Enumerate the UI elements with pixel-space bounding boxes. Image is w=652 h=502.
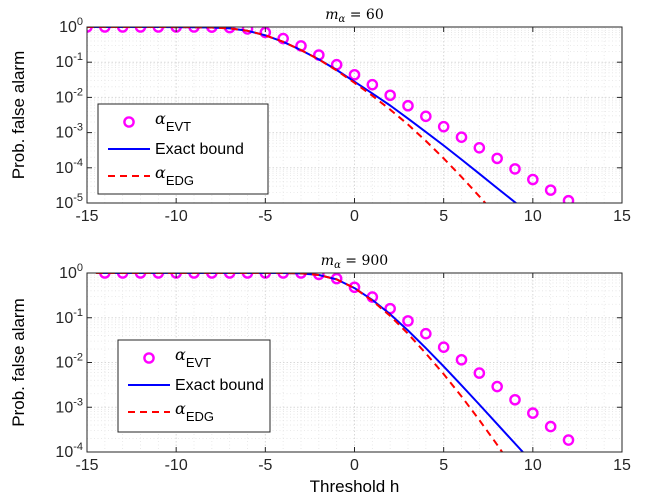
bottom-panel: -15 -10 -5 0 5 10 15 100 10-1 10-2 10-3 10-4 mα = 90… [9, 253, 631, 496]
legend-marker [123, 116, 135, 128]
y-tick-label: 10-4 [55, 441, 83, 461]
x-tick-label: 0 [350, 457, 359, 474]
y-tick-label: 100 [59, 16, 83, 36]
series-0-marker [295, 273, 307, 279]
series-0-marker [241, 273, 254, 279]
x-tick-label: -15 [75, 457, 98, 474]
x-axis-label: Threshold h [310, 477, 400, 496]
legend-label: Exact bound [155, 141, 244, 158]
series-group [95, 273, 575, 452]
series-0-marker [366, 78, 379, 91]
grid [86, 27, 623, 204]
series-0-marker [99, 273, 111, 279]
series-0-marker [420, 110, 432, 123]
y-tick-label: 10-1 [55, 307, 83, 327]
series-0-marker [348, 68, 361, 81]
y-tick-label: 10-2 [55, 352, 83, 372]
series-0-marker [491, 152, 503, 165]
series-0-marker [544, 420, 557, 433]
series-0-marker [562, 194, 575, 203]
y-axis-label: Prob. false alarm [9, 298, 28, 427]
series-0-marker [437, 341, 450, 353]
x-tick-label: 5 [439, 457, 448, 474]
y-tick-label: 100 [59, 262, 83, 282]
series-0-marker [99, 27, 111, 33]
legend-label: αEVT [175, 345, 211, 370]
legend-marker [143, 352, 155, 364]
x-tick-label: 15 [613, 208, 631, 225]
series-group [87, 27, 575, 203]
x-tick-label: -15 [75, 208, 98, 225]
y-tick-label: 10-3 [55, 396, 83, 416]
panel-title: mα = 60 [325, 7, 384, 25]
x-tick-label: -5 [258, 208, 272, 225]
legend-label: αEVT [155, 109, 191, 134]
x-tick-label: 0 [350, 208, 359, 225]
y-tick-label: 10-5 [55, 192, 83, 212]
series-0-marker [437, 120, 450, 133]
legend-label: αEDG [155, 163, 194, 188]
series-0-marker [152, 27, 165, 33]
series-0-marker [455, 353, 468, 366]
series-0-marker [402, 315, 414, 327]
y-tick-label: 10-3 [55, 122, 83, 142]
x-tick-label: 15 [613, 457, 631, 474]
series-0-marker [348, 281, 361, 294]
x-tick-label: 5 [439, 208, 448, 225]
top-panel: -15 -10 -5 0 5 10 15 100 10-1 10-2 10-3 10-4 10-5 mα … [9, 7, 631, 225]
series-0-marker [527, 407, 539, 419]
series-2-line [87, 27, 515, 203]
series-0-marker [455, 131, 468, 144]
series-1-line [87, 27, 556, 203]
series-0-marker [402, 99, 414, 112]
series-0-marker [188, 273, 200, 279]
y-axis-label: Prob. false alarm [9, 51, 28, 180]
series-0-marker [116, 27, 129, 33]
legend-label: αEDG [175, 399, 214, 424]
x-tick-label: 10 [524, 208, 542, 225]
legend: αEVT Exact bound αEDG [117, 339, 271, 433]
series-0-marker [223, 273, 236, 279]
panel-title: mα = 900 [321, 253, 388, 271]
series-0-marker [277, 273, 289, 279]
series-0-marker [420, 327, 432, 340]
series-0-marker [206, 273, 218, 279]
y-tick-label: 10-4 [55, 157, 83, 177]
series-0-marker [509, 163, 521, 175]
series-1-line [95, 273, 573, 452]
series-0-marker [134, 27, 147, 33]
legend-label: Exact bound [175, 377, 264, 394]
x-tick-label: 10 [524, 457, 542, 474]
series-2-line [95, 273, 524, 452]
series-0-marker [188, 27, 200, 33]
x-tick-label: -5 [258, 457, 272, 474]
y-tick-label: 10-1 [55, 51, 83, 71]
series-0-marker [544, 184, 557, 196]
series-0-marker [509, 393, 521, 406]
series-0-marker [384, 89, 396, 102]
y-tick-label: 10-2 [55, 86, 83, 106]
series-0-marker [134, 273, 147, 279]
series-0-marker [527, 173, 539, 186]
series-0-marker [473, 367, 486, 379]
x-tick-label: -10 [165, 457, 188, 474]
series-0-marker [277, 32, 289, 45]
series-0-marker [473, 141, 486, 154]
series-0-marker [152, 273, 165, 279]
series-0-marker [241, 27, 254, 35]
series-0-marker [491, 380, 503, 393]
series-0-marker [562, 434, 575, 446]
legend: αEVT Exact bound αEDG [97, 103, 269, 195]
series-0-marker [116, 273, 129, 279]
x-tick-label: -10 [165, 208, 188, 225]
